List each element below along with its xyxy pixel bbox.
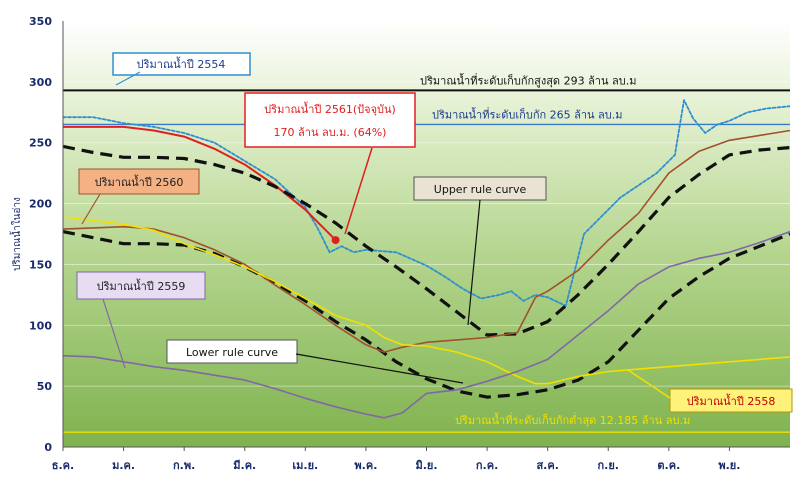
y-tick-label: 300 — [29, 76, 52, 89]
label-2561-line2: 170 ล้าน ลบ.ม. (64%) — [274, 126, 387, 139]
label-box-2559 — [76, 271, 206, 300]
leader-2554 — [115, 71, 141, 86]
annotations: ปริมาณน้ำปี 2554 ปริมาณน้ำปี 2561(ปัจจุบ… — [76, 52, 793, 413]
x-tick-label: ส.ค. — [536, 459, 558, 472]
grid — [62, 20, 790, 451]
y-tick-label: 200 — [29, 198, 52, 211]
y-tick-label: 50 — [37, 380, 53, 393]
series-line-y2559 — [63, 230, 790, 419]
label-box-2554 — [112, 52, 251, 76]
x-tick-label: พ.ค. — [354, 459, 377, 472]
y-tick-label: 250 — [29, 137, 52, 150]
x-tick-label: ก.ย. — [598, 459, 619, 472]
y-tick-label: 100 — [29, 319, 52, 332]
leader-lower — [295, 353, 464, 384]
label-box-lower — [166, 339, 298, 364]
label-box-2561 — [244, 92, 416, 148]
x-tick-label: ม.ค. — [112, 459, 135, 472]
ref-label-min: ปริมาณน้ำที่ระดับเก็บกักต่ำสุด 12.185 ล้… — [455, 412, 690, 427]
y-tick-labels: 0 50 100 150 200 250 300 350 — [29, 15, 52, 454]
series-line-y2560 — [63, 129, 790, 353]
label-2561-line1: ปริมาณน้ำปี 2561(ปัจจุบัน) — [264, 101, 396, 116]
x-tick-labels: ธ.ค. ม.ค. ก.พ. มี.ค. เม.ย. พ.ค. มิ.ย. ก.ค. ส.ค. ก… — [52, 459, 741, 472]
label-2554: ปริมาณน้ำปี 2554 — [137, 56, 226, 71]
x-tick-label: ธ.ค. — [52, 459, 74, 472]
label-2559: ปริมาณน้ำปี 2559 — [97, 278, 186, 293]
reference-lines: ปริมาณน้ำที่ระดับเก็บกักสูงสุด 293 ล้าน … — [63, 72, 790, 433]
x-tick-label: มิ.ย. — [415, 459, 437, 472]
series-line-upper — [63, 144, 790, 337]
leader-2558 — [627, 369, 671, 399]
current-point-marker — [331, 236, 340, 245]
series-line-lower — [63, 230, 790, 399]
label-box-2558 — [669, 388, 793, 413]
label-2560: ปริมาณน้ำปี 2560 — [95, 174, 184, 189]
x-tick-label: พ.ย. — [718, 459, 740, 472]
leader-2561 — [344, 147, 373, 235]
x-tick-label: เม.ย. — [292, 459, 318, 472]
y-axis-label: ปริมาณน้ำในอ่าง — [9, 197, 23, 271]
leader-upper — [467, 199, 481, 326]
ref-label-normal: ปริมาณน้ำที่ระดับเก็บกัก 265 ล้าน ลบ.ม — [432, 106, 623, 121]
y-tick-label: 0 — [44, 441, 52, 454]
plot-background — [63, 21, 790, 447]
x-tick-label: ต.ค. — [657, 459, 680, 472]
leader-2560 — [81, 193, 101, 225]
series-line-y2554 — [63, 99, 790, 307]
label-box-2560 — [78, 168, 200, 195]
series-line-y2558 — [63, 216, 790, 385]
x-tick-label: ก.พ. — [173, 459, 195, 472]
label-2558: ปริมาณน้ำปี 2558 — [687, 393, 776, 408]
ref-label-max: ปริมาณน้ำที่ระดับเก็บกักสูงสุด 293 ล้าน … — [420, 72, 636, 87]
x-tick-label: มี.ค. — [233, 459, 256, 472]
label-upper: Upper rule curve — [434, 183, 527, 196]
y-tick-label: 150 — [29, 258, 52, 271]
x-tick-label: ก.ค. — [476, 459, 498, 472]
series-lines — [63, 99, 790, 419]
series-line-y2561 — [63, 125, 337, 242]
label-lower: Lower rule curve — [186, 346, 278, 359]
y-tick-label: 350 — [29, 15, 52, 28]
leader-2559 — [102, 298, 126, 369]
